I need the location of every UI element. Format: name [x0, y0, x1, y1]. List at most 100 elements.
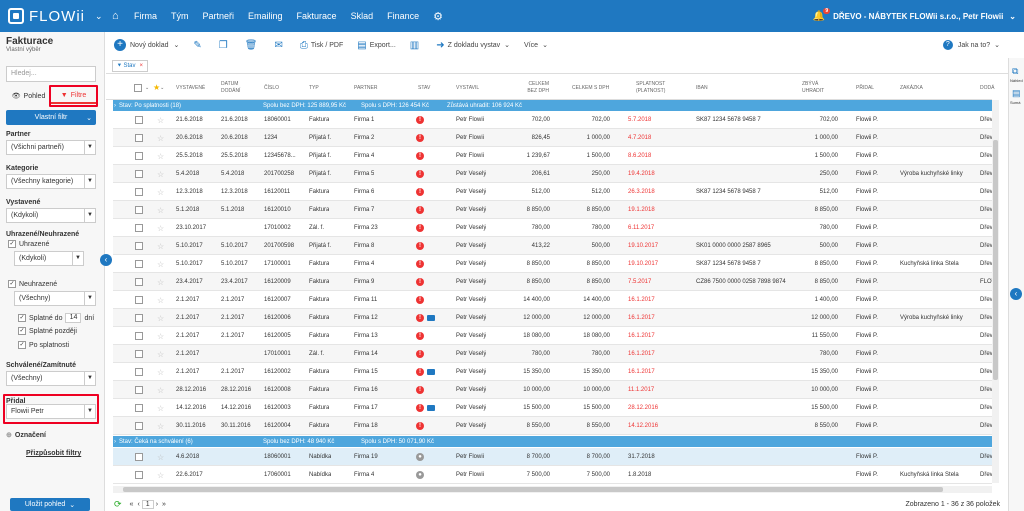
star-icon[interactable]: ☆ — [157, 470, 165, 480]
marking-toggle[interactable]: ⊕ Označení — [6, 431, 46, 440]
print-button[interactable]: ⎙ Tisk / PDF — [300, 40, 343, 51]
nav-firma[interactable]: Firma — [134, 11, 157, 21]
nav-tym[interactable]: Tým — [171, 11, 189, 21]
save-view-button[interactable]: Uložit pohled ⌄ — [10, 498, 90, 511]
star-icon[interactable]: ☆ — [157, 295, 165, 305]
issued-select[interactable]: (Kdykoli) ▼ — [6, 208, 96, 223]
group-header[interactable]: Stav: Čeká na schválení (6) Spolu bez DPH… — [113, 436, 992, 447]
col-number[interactable]: ČÍSLO — [264, 84, 280, 91]
unpaid-select[interactable]: (Všechny) ▼ — [14, 291, 96, 306]
col-added[interactable]: PŘIDAL — [856, 84, 875, 91]
col-partner[interactable]: PARTNER — [354, 84, 378, 91]
star-icon[interactable]: ☆ — [157, 241, 165, 251]
filter-chip-stav[interactable]: ⯆ Stav × — [112, 60, 149, 72]
row-checkbox[interactable] — [135, 381, 146, 399]
tab-filtre[interactable]: ▼ Filtre — [51, 88, 96, 104]
table-row[interactable]: ☆ 5.10.2017 5.10.2017 17100001 Faktura Firma … — [113, 255, 993, 273]
edit-button[interactable]: ✎ — [193, 40, 204, 51]
row-checkbox[interactable] — [135, 345, 146, 363]
close-icon[interactable]: × — [139, 63, 144, 69]
star-icon[interactable]: ☆ — [157, 331, 165, 341]
col-due[interactable]: SPLATNOST (PLATNOST) — [636, 81, 666, 94]
table-row[interactable]: ☆ 4.6.2018 18060001 Nabídka Firma 19 Petr Flo… — [113, 448, 993, 466]
due-to-checkbox[interactable]: ✓ Splatné do 14 dní — [18, 313, 94, 323]
table-row[interactable]: ☆ 5.1.2018 5.1.2018 16120010 Faktura Firma 7 P… — [113, 201, 993, 219]
table-row[interactable]: ☆ 5.4.2018 5.4.2018 201700258 Přijatá f. Firm… — [113, 165, 993, 183]
nav-sklad[interactable]: Sklad — [350, 11, 374, 21]
collapse-left-icon[interactable]: ‹ — [100, 254, 112, 266]
category-select[interactable]: (Všechny kategorie) ▼ — [6, 174, 96, 189]
after-due-checkbox[interactable]: ✓ Po splatnosti — [18, 341, 69, 349]
col-type[interactable]: TYP — [309, 84, 319, 91]
star-icon[interactable]: ☆ — [157, 367, 165, 377]
delete-button[interactable]: 🗑 — [245, 40, 261, 51]
star-icon[interactable]: ☆ — [157, 115, 165, 125]
chart-button[interactable]: ▥ — [410, 40, 422, 51]
partner-select[interactable]: (Všichni partneři) ▼ — [6, 140, 96, 155]
star-icon[interactable]: ☆ — [157, 133, 165, 143]
last-page-icon[interactable]: » — [162, 500, 166, 508]
due-days-input[interactable]: 14 — [65, 313, 82, 323]
row-checkbox[interactable] — [135, 183, 146, 201]
select-all-checkbox[interactable]: ⌄ — [134, 76, 149, 100]
paid-checkbox[interactable]: ✓ Uhrazené — [8, 240, 49, 248]
refresh-icon[interactable]: ⟳ — [114, 498, 122, 509]
table-row[interactable]: ☆ 2.1.2017 2.1.2017 16120007 Faktura Firma 11… — [113, 291, 993, 309]
star-icon[interactable]: ☆ — [157, 277, 165, 287]
table-row[interactable]: ☆ 2.1.2017 2.1.2017 16120002 Faktura Firma 15… — [113, 363, 993, 381]
chevron-down-icon[interactable]: ⌄ — [1009, 11, 1016, 21]
vertical-scrollbar[interactable] — [992, 100, 999, 483]
approved-select[interactable]: (Všechny) ▼ — [6, 371, 96, 386]
col-delivery[interactable]: DATUM DODÁNÍ — [221, 81, 241, 94]
table-row[interactable]: ☆ 5.10.2017 5.10.2017 201700598 Přijatá f. Fi… — [113, 237, 993, 255]
next-page-icon[interactable]: › — [155, 500, 159, 508]
nav-fakturace[interactable]: Fakturace — [296, 11, 337, 21]
row-checkbox[interactable] — [135, 291, 146, 309]
sum-icon[interactable]: ▤ — [1012, 88, 1021, 98]
row-checkbox[interactable] — [135, 219, 146, 237]
col-order[interactable]: ZAKÁZKA — [900, 84, 923, 91]
table-row[interactable]: ☆ 2.1.2017 2.1.2017 16120005 Faktura Firma 13… — [113, 327, 993, 345]
more-button[interactable]: Více ⌄ — [524, 41, 548, 50]
unpaid-checkbox[interactable]: ✓ Neuhrazené — [8, 280, 57, 288]
table-row[interactable]: ☆ 22.6.2017 17060001 Nabídka Firma 4 Petr Flo… — [113, 466, 993, 484]
col-issued[interactable]: VYSTAVENÉ — [176, 84, 206, 91]
star-icon[interactable]: ☆ — [157, 349, 165, 359]
row-checkbox[interactable] — [135, 111, 146, 129]
star-icon[interactable]: ☆ — [157, 313, 165, 323]
star-icon[interactable]: ☆ — [157, 187, 165, 197]
star-icon[interactable]: ☆ — [157, 385, 165, 395]
nav-finance[interactable]: Finance — [387, 11, 420, 21]
row-checkbox[interactable] — [135, 466, 146, 484]
row-checkbox[interactable] — [135, 399, 146, 417]
copy-button[interactable]: ❐ — [219, 40, 231, 51]
row-checkbox[interactable] — [135, 417, 146, 435]
star-icon[interactable]: ☆ — [157, 151, 165, 161]
gear-icon[interactable]: ⚙ — [433, 10, 443, 23]
app-logo[interactable]: FLOWii ⌄ — [0, 0, 104, 32]
star-icon[interactable]: ☆ — [157, 259, 165, 269]
row-checkbox[interactable] — [135, 327, 146, 345]
added-select[interactable]: Flowii Petr ▼ — [6, 404, 96, 419]
row-checkbox[interactable] — [135, 309, 146, 327]
custom-filter-button[interactable]: Vlastní filtr ⌄ — [6, 110, 96, 125]
table-row[interactable]: ☆ 2.1.2017 2.1.2017 16120006 Faktura Firma 12… — [113, 309, 993, 327]
page-number[interactable]: 1 — [141, 499, 154, 509]
star-icon[interactable]: ☆ — [157, 452, 165, 462]
table-row[interactable]: ☆ 23.4.2017 23.4.2017 16120009 Faktura Firma … — [113, 273, 996, 291]
col-iban[interactable]: IBAN — [696, 84, 708, 91]
star-icon[interactable]: ☆ — [157, 403, 165, 413]
row-checkbox[interactable] — [135, 273, 146, 291]
preview-icon[interactable]: ⧉ — [1012, 66, 1019, 76]
table-row[interactable]: ☆ 23.10.2017 17010002 Zál. f. Firma 23 Petr V… — [113, 219, 993, 237]
table-row[interactable]: ☆ 21.6.2018 21.6.2018 18060001 Faktura Firma … — [113, 111, 993, 129]
table-row[interactable]: ☆ 12.3.2018 12.3.2018 16120011 Faktura Firma … — [113, 183, 993, 201]
star-filter-icon[interactable]: ★ ⌄ — [153, 83, 165, 93]
help-button[interactable]: ? Jak na to? ⌄ — [942, 40, 1000, 50]
customize-filters-link[interactable]: Přizpůsobit filtry — [26, 450, 82, 457]
new-document-button[interactable]: + Nový doklad ⌄ — [114, 39, 179, 51]
due-later-checkbox[interactable]: ✓ Splatné později — [18, 327, 77, 335]
home-icon[interactable]: ⌂ — [112, 10, 119, 22]
row-checkbox[interactable] — [135, 237, 146, 255]
table-row[interactable]: ☆ 28.12.2016 28.12.2016 16120008 Faktura Firm… — [113, 381, 993, 399]
